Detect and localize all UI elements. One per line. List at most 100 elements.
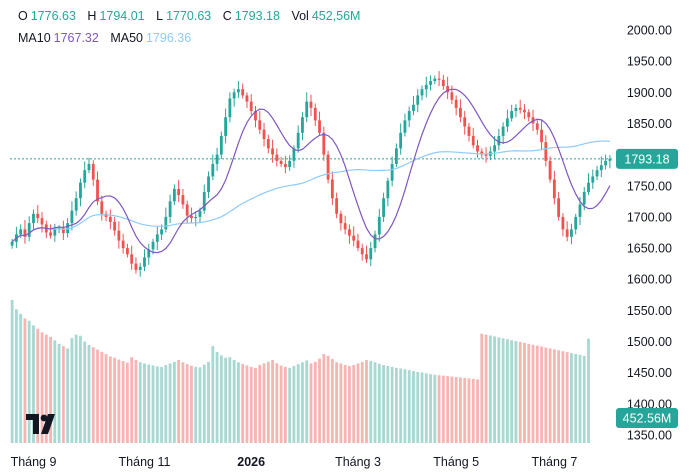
volume-bar xyxy=(399,368,403,443)
volume-bar xyxy=(497,337,501,443)
volume-bar xyxy=(322,353,326,443)
price-tick-label: 1600.00 xyxy=(627,273,672,287)
candle xyxy=(552,170,556,205)
volume-bar xyxy=(407,370,411,443)
candle xyxy=(87,157,91,174)
candle xyxy=(172,184,176,206)
volume-bar xyxy=(369,360,373,443)
candle xyxy=(207,171,210,199)
volume-bar xyxy=(386,365,390,443)
volume-bar xyxy=(565,352,569,443)
candle xyxy=(382,192,385,222)
volume-bars xyxy=(10,300,590,443)
candle xyxy=(518,99,522,114)
price-tick-label: 1500.00 xyxy=(627,335,672,349)
volume-bar xyxy=(254,367,257,443)
volume-bar xyxy=(459,377,462,443)
price-axis: 2000.001950.001900.001850.001800.001750.… xyxy=(627,24,672,443)
candle xyxy=(360,243,364,261)
volume-bar xyxy=(433,374,437,443)
price-badge: 1793.18 xyxy=(616,148,678,169)
volume-value: 452,56M xyxy=(311,9,361,23)
price-tick-label: 1550.00 xyxy=(627,304,672,318)
candle xyxy=(565,221,569,242)
candle xyxy=(369,241,373,267)
low-value: 1770.63 xyxy=(166,9,212,23)
candle xyxy=(160,224,163,240)
candle xyxy=(548,156,552,183)
candle xyxy=(335,192,339,219)
tradingview-logo-icon[interactable] xyxy=(24,411,62,437)
volume-badge: 452.56M xyxy=(616,408,678,428)
time-tick-label: 2026 xyxy=(237,455,265,469)
volume-bar xyxy=(237,362,240,443)
candle xyxy=(416,89,420,113)
candle xyxy=(305,92,309,123)
volume-bar xyxy=(403,369,407,443)
volume-bar xyxy=(49,336,52,443)
candle xyxy=(544,135,548,167)
price-tick-label: 1950.00 xyxy=(627,55,672,69)
volume-bar xyxy=(44,334,48,443)
volume-bar xyxy=(15,309,18,443)
candle xyxy=(130,245,134,270)
volume-bar xyxy=(326,355,330,443)
candle xyxy=(224,108,228,144)
ma50-line xyxy=(20,140,610,237)
volume-bar xyxy=(279,365,283,443)
candle xyxy=(44,220,48,239)
candle xyxy=(471,127,475,149)
candle xyxy=(505,109,509,133)
candle xyxy=(587,173,590,196)
candle xyxy=(390,156,394,187)
volume-bar xyxy=(96,349,99,443)
candle xyxy=(121,233,125,254)
candle xyxy=(219,131,223,159)
volume-bar xyxy=(164,365,168,443)
candle xyxy=(373,230,377,253)
candle xyxy=(454,95,458,116)
candle xyxy=(262,122,266,147)
volume-bar xyxy=(505,339,509,443)
candle xyxy=(288,155,292,171)
volume-bar xyxy=(420,372,424,443)
volume-bar xyxy=(87,344,91,443)
volume-bar xyxy=(309,363,313,443)
candle xyxy=(377,208,381,242)
candle xyxy=(245,92,249,108)
volume-bar xyxy=(394,367,398,443)
candle xyxy=(283,155,287,174)
price-tick-label: 1450.00 xyxy=(627,366,672,380)
volume-bar xyxy=(113,357,117,443)
volume-bar xyxy=(484,334,488,443)
close-value: 1793.18 xyxy=(234,9,280,23)
volume-bar xyxy=(27,320,31,443)
candle xyxy=(365,245,368,264)
volume-bar xyxy=(117,359,121,443)
candle xyxy=(237,81,240,98)
volume-bar xyxy=(501,338,505,443)
time-tick-label: Tháng 11 xyxy=(119,455,171,469)
candle xyxy=(348,224,351,244)
candle xyxy=(429,75,432,91)
volume-bar xyxy=(32,325,35,443)
candle xyxy=(108,209,112,230)
volume-bar xyxy=(198,367,202,443)
candle xyxy=(595,165,599,181)
candle xyxy=(168,194,172,224)
candle xyxy=(523,104,526,120)
volume-bar xyxy=(53,340,57,443)
volume-bar xyxy=(360,361,364,443)
volume-bar xyxy=(172,361,176,443)
volume-bar xyxy=(480,333,484,443)
candle xyxy=(27,216,31,242)
candle xyxy=(36,205,40,224)
candle xyxy=(467,122,471,142)
candle xyxy=(420,85,424,101)
volume-bar xyxy=(70,338,74,443)
volume-bar xyxy=(540,346,543,443)
candle xyxy=(271,139,274,163)
volume-bar xyxy=(348,365,351,443)
candle xyxy=(450,85,454,105)
